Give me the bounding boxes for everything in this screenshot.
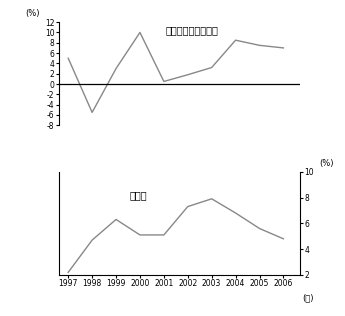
Text: 経済成長率（実質）: 経済成長率（実質） xyxy=(165,25,218,35)
Text: (%): (%) xyxy=(319,159,334,167)
Text: (年): (年) xyxy=(303,294,314,302)
Text: 失業率: 失業率 xyxy=(129,190,147,200)
Text: (%): (%) xyxy=(25,9,39,18)
